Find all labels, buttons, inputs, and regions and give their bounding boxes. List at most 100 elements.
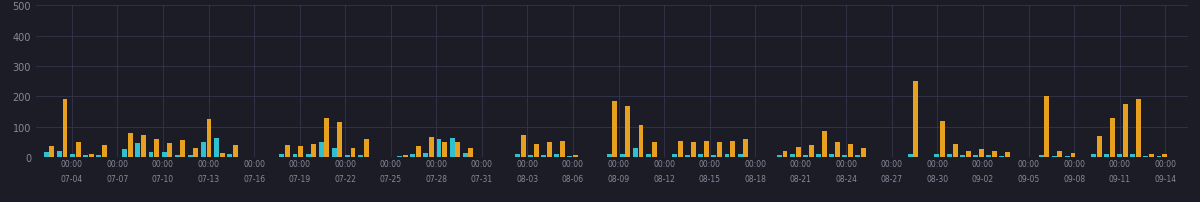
Bar [632,148,638,158]
Bar [803,155,808,158]
Bar [718,142,722,158]
Bar [920,157,926,158]
Bar [665,157,670,158]
Bar [790,154,794,158]
Bar [49,146,54,158]
Bar [907,154,913,158]
Bar [581,157,586,158]
Bar [521,135,526,158]
Bar [377,157,382,158]
Bar [979,149,984,158]
Bar [992,151,997,158]
Bar [358,155,362,158]
Bar [259,157,264,158]
Bar [1162,154,1168,158]
Bar [704,141,709,158]
Bar [986,155,991,158]
Bar [835,142,840,158]
Bar [966,152,971,158]
Bar [586,157,592,158]
Bar [913,82,918,158]
Bar [1123,105,1128,158]
Bar [468,148,473,158]
Bar [136,143,140,158]
Bar [940,121,944,158]
Bar [115,157,120,158]
Bar [625,106,630,158]
Bar [1078,157,1082,158]
Bar [743,139,749,158]
Bar [142,136,146,158]
Bar [809,145,814,158]
Bar [953,144,958,158]
Bar [926,157,931,158]
Bar [102,145,107,158]
Bar [816,154,821,158]
Bar [638,126,643,158]
Bar [450,138,455,158]
Bar [371,157,376,158]
Bar [122,149,127,158]
Bar [96,155,101,158]
Bar [776,155,782,158]
Bar [1117,155,1122,158]
Bar [672,154,677,158]
Bar [424,153,428,158]
Bar [324,118,329,158]
Bar [756,157,761,158]
Bar [43,152,49,158]
Bar [751,157,756,158]
Bar [175,155,180,158]
Bar [887,157,893,158]
Bar [1006,152,1010,158]
Bar [856,155,860,158]
Bar [1064,156,1070,158]
Bar [678,141,683,158]
Bar [607,154,612,158]
Bar [410,154,415,158]
Bar [311,144,317,158]
Bar [528,155,533,158]
Bar [560,141,565,158]
Bar [848,144,853,158]
Bar [494,157,499,158]
Bar [599,157,605,158]
Bar [973,155,978,158]
Bar [1175,157,1181,158]
Bar [691,142,696,158]
Bar [782,151,787,158]
Bar [200,142,206,158]
Bar [350,148,355,158]
Bar [1157,156,1162,158]
Bar [1031,157,1037,158]
Bar [502,157,506,158]
Bar [344,155,350,158]
Bar [154,139,160,158]
Bar [266,157,271,158]
Bar [214,138,218,158]
Bar [652,142,656,158]
Bar [1110,118,1115,158]
Bar [1170,157,1175,158]
Bar [1000,156,1004,158]
Bar [180,140,185,158]
Bar [763,157,769,158]
Bar [612,101,617,158]
Bar [193,148,198,158]
Bar [187,155,193,158]
Bar [712,155,716,158]
Bar [895,157,900,158]
Bar [862,148,866,158]
Bar [76,142,80,158]
Bar [619,155,625,158]
Bar [442,142,448,158]
Bar [869,157,874,158]
Bar [337,123,342,158]
Bar [220,153,224,158]
Bar [306,154,311,158]
Bar [1104,154,1109,158]
Bar [1097,136,1102,158]
Bar [70,154,74,158]
Bar [206,120,211,158]
Bar [1039,155,1044,158]
